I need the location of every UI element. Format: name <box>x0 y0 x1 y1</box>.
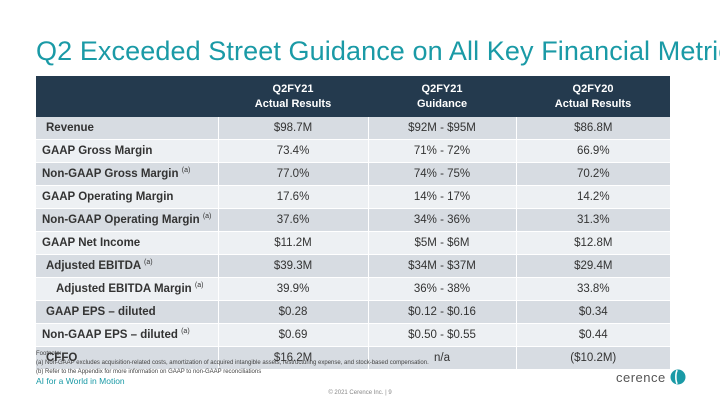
cell-q2fy20-actual: $12.8M <box>515 231 670 255</box>
table-row: GAAP Net Income $11.2M $5M - $6M $12.8M <box>36 231 670 255</box>
row-label: GAAP Operating Margin <box>36 185 218 209</box>
column-header-q2fy20-actual: Q2FY20 Actual Results <box>516 76 670 117</box>
cerence-logo: cerence <box>616 369 686 385</box>
cell-q2fy21-actual: $39.3M <box>217 254 368 278</box>
table-row: Adjusted EBITDA Margin (a) 39.9% 36% - 3… <box>36 277 670 301</box>
footnotes: Footnote: (a) Non-GAAP excludes acquisit… <box>36 350 429 377</box>
cell-q2fy21-guidance: $5M - $6M <box>367 231 516 255</box>
cell-q2fy21-guidance: 14% - 17% <box>367 185 516 209</box>
cell-q2fy21-actual: 73.4% <box>217 139 368 163</box>
table-row: Revenue $98.7M $92M - $95M $86.8M <box>36 117 670 140</box>
cell-q2fy21-guidance: 74% - 75% <box>367 162 516 186</box>
footnote-heading: Footnote: <box>36 351 62 357</box>
copyright: © 2021 Cerence Inc. | 9 <box>328 390 392 396</box>
cell-q2fy21-guidance: $92M - $95M <box>367 117 516 140</box>
row-label: Revenue <box>36 117 218 140</box>
cell-q2fy20-actual: $86.8M <box>515 117 670 140</box>
footnote-b: (b) Refer to the Appendix for more infor… <box>36 369 262 375</box>
table-header-row: Q2FY21 Actual Results Q2FY21 Guidance Q2FY… <box>36 76 670 117</box>
cell-q2fy20-actual: 31.3% <box>515 208 670 232</box>
cell-q2fy20-actual: 66.9% <box>515 139 670 163</box>
cell-q2fy20-actual: 70.2% <box>515 162 670 186</box>
cell-q2fy21-guidance: $0.12 - $0.16 <box>367 300 516 324</box>
header-blank-cell <box>36 76 218 117</box>
table-row: Non-GAAP Gross Margin (a) 77.0% 74% - 75… <box>36 162 670 186</box>
cell-q2fy21-actual: $16.2M <box>217 346 368 370</box>
cell-q2fy21-actual: $11.2M <box>217 231 368 255</box>
table-row: Non-GAAP EPS – diluted (a) $0.69 $0.50 -… <box>36 323 670 347</box>
table-row: CFFO $16.2M n/a ($10.2M) <box>36 346 670 370</box>
cell-q2fy21-actual: 37.6% <box>217 208 368 232</box>
cell-q2fy20-actual: $0.34 <box>515 300 670 324</box>
cell-q2fy20-actual: $0.44 <box>515 323 670 347</box>
footnote-marker: (a) <box>181 167 191 175</box>
cell-q2fy20-actual: ($10.2M) <box>515 346 670 370</box>
table-row: Non-GAAP Operating Margin (a) 37.6% 34% … <box>36 208 670 232</box>
page-title: Q2 Exceeded Street Guidance on All Key F… <box>36 36 720 66</box>
row-label: Non-GAAP Operating Margin (a) <box>36 208 218 232</box>
row-label: GAAP Net Income <box>36 231 218 255</box>
table-row: Adjusted EBITDA (a) $39.3M $34M - $37M $… <box>36 254 670 278</box>
cell-q2fy21-actual: 77.0% <box>217 162 368 186</box>
cell-q2fy21-guidance: 36% - 38% <box>367 277 516 301</box>
cell-q2fy20-actual: 14.2% <box>515 185 670 209</box>
row-label: Adjusted EBITDA Margin (a) <box>36 277 218 301</box>
cell-q2fy21-actual: 17.6% <box>217 185 368 209</box>
footnote-marker: (a) <box>181 328 190 336</box>
cell-q2fy21-guidance: 71% - 72% <box>367 139 516 163</box>
footnote-marker: (a) <box>202 213 212 221</box>
column-header-q2fy21-guidance: Q2FY21 Guidance <box>368 76 516 117</box>
cell-q2fy21-guidance: 34% - 36% <box>367 208 516 232</box>
table-row: GAAP EPS – diluted $0.28 $0.12 - $0.16 $… <box>36 300 670 324</box>
cell-q2fy21-guidance: $0.50 - $0.55 <box>367 323 516 347</box>
footnote-marker: (a) <box>143 259 153 267</box>
footnote-marker: (a) <box>194 282 204 290</box>
table-row: GAAP Operating Margin 17.6% 14% - 17% 14… <box>36 185 670 209</box>
row-label: Non-GAAP EPS – diluted (a) <box>36 323 218 347</box>
cell-q2fy21-guidance: n/a <box>367 346 516 370</box>
cell-q2fy21-actual: $0.28 <box>217 300 368 324</box>
column-header-q2fy21-actual: Q2FY21 Actual Results <box>218 76 368 117</box>
cell-q2fy20-actual: $29.4M <box>515 254 670 278</box>
cerence-logo-icon <box>670 369 686 385</box>
row-label: CFFO <box>36 346 218 370</box>
cell-q2fy21-guidance: $34M - $37M <box>367 254 516 278</box>
footnote-a: (a) Non-GAAP excludes acquisition-relate… <box>36 360 429 366</box>
row-label: Non-GAAP Gross Margin (a) <box>36 162 218 186</box>
table-row: GAAP Gross Margin 73.4% 71% - 72% 66.9% <box>36 139 670 163</box>
tagline: AI for a World in Motion <box>36 376 125 386</box>
cell-q2fy21-actual: $98.7M <box>217 117 368 140</box>
cell-q2fy21-actual: $0.69 <box>217 323 368 347</box>
row-label: GAAP Gross Margin <box>36 139 218 163</box>
row-label: Adjusted EBITDA (a) <box>36 254 218 278</box>
logo-text: cerence <box>616 369 666 385</box>
cell-q2fy21-actual: 39.9% <box>217 277 368 301</box>
row-label: GAAP EPS – diluted <box>36 300 218 324</box>
financial-metrics-table: Q2FY21 Actual Results Q2FY21 Guidance Q2FY… <box>36 76 670 370</box>
cell-q2fy20-actual: 33.8% <box>515 277 670 301</box>
